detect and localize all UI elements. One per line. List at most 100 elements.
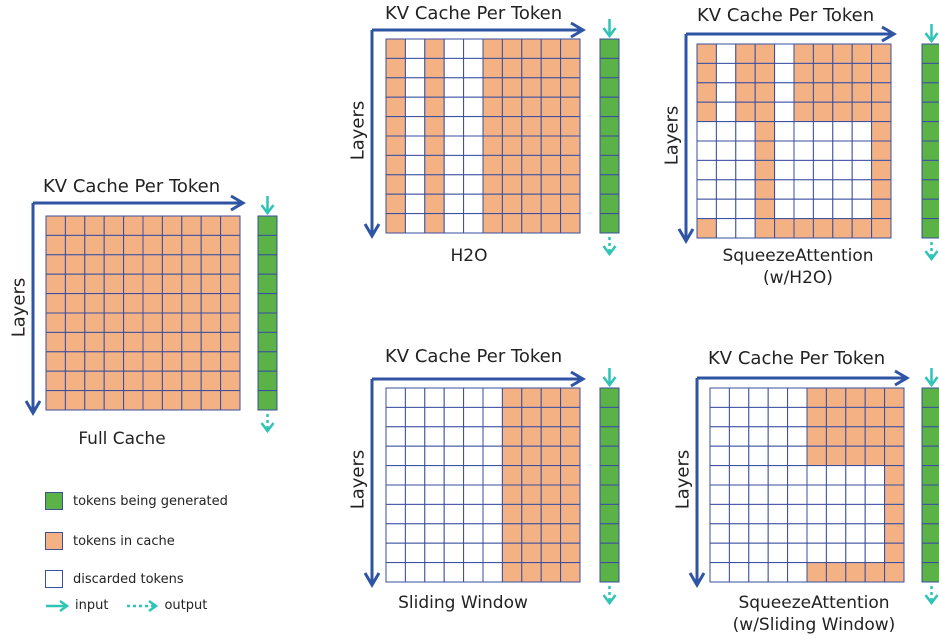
cache-cell-discarded (404, 542, 426, 564)
cache-cell-kept (521, 154, 542, 176)
cache-cell-kept (521, 77, 542, 98)
cache-cell-kept (851, 43, 873, 64)
cache-cell-kept (832, 43, 853, 64)
cache-cell-kept (521, 38, 542, 59)
panel-caption: SqueezeAttention (w/Sliding Window) (694, 592, 934, 636)
cache-cell-discarded (748, 406, 769, 428)
token-axis-arrowhead (881, 25, 897, 43)
cache-cell-discarded (443, 154, 465, 176)
cache-cell-discarded (825, 542, 847, 564)
cache-cell-discarded (385, 503, 406, 525)
cache-cell-discarded (767, 523, 789, 544)
generated-token-cell (921, 218, 939, 239)
cache-cell-kept (220, 370, 241, 392)
cache-cell-discarded (748, 542, 769, 564)
generated-token-cell (599, 465, 620, 486)
cache-cell-discarded (715, 218, 737, 239)
panel-caption-line: Sliding Window (398, 593, 528, 613)
generated-token-cell (921, 503, 939, 525)
token-axis-arrowhead (570, 370, 586, 388)
cache-cell-kept (540, 523, 562, 544)
token-axis-title: KV Cache Per Token (708, 348, 886, 369)
cache-cell-kept (482, 213, 503, 234)
cache-cell-discarded (482, 387, 503, 408)
cache-cell-kept (884, 503, 905, 525)
cache-cell-discarded (715, 121, 737, 142)
cache-cell-kept (560, 465, 581, 486)
generated-token-cell (921, 465, 939, 486)
orange-square-icon (45, 532, 63, 550)
cache-cell-kept (851, 101, 873, 123)
cache-cell-discarded (443, 135, 465, 156)
cache-cell-discarded (463, 406, 484, 428)
cache-cell-kept (540, 213, 562, 234)
generated-token-cell (257, 370, 278, 392)
generated-token-cell (599, 426, 620, 447)
generated-token-cell (257, 331, 278, 353)
cache-cell-kept (84, 215, 105, 236)
layer-axis-arrowhead (688, 572, 706, 588)
cache-cell-discarded (709, 426, 730, 447)
generated-token-cell (257, 312, 278, 333)
generated-token-cell (921, 387, 939, 408)
legend-generated-label: tokens being generated (73, 493, 228, 509)
token-axis-arrowhead (230, 194, 246, 212)
cache-cell-discarded (735, 140, 756, 161)
cache-cell-kept (560, 523, 581, 544)
cache-cell-discarded (709, 445, 730, 467)
cache-cell-kept (142, 273, 163, 295)
cache-cell-kept (560, 445, 581, 467)
cache-cell-kept (754, 179, 776, 200)
cache-cell-discarded (404, 523, 426, 544)
cache-cell-kept (103, 273, 125, 295)
cache-cell-discarded (845, 503, 866, 525)
cache-cell-discarded (767, 562, 789, 583)
cache-cell-discarded (404, 465, 426, 486)
generated-token-cell (599, 387, 620, 408)
cache-cell-discarded (787, 465, 808, 486)
cache-cell-discarded (787, 503, 808, 525)
cache-cell-kept (482, 135, 503, 156)
cache-cell-discarded (845, 542, 866, 564)
legend-discarded: discarded tokens (45, 570, 184, 588)
generated-token-cell (921, 426, 939, 447)
cache-cell-kept (560, 174, 581, 195)
cache-cell-discarded (404, 77, 426, 98)
cache-cell-kept (884, 387, 905, 408)
cache-cell-kept (521, 174, 542, 195)
cache-cell-discarded (696, 159, 717, 181)
cache-cell-discarded (404, 193, 426, 215)
cache-cell-kept (754, 140, 776, 161)
cache-cell-kept (735, 43, 756, 64)
cache-cell-discarded (404, 154, 426, 176)
cache-cell-discarded (832, 179, 853, 200)
cache-cell-kept (220, 215, 241, 236)
cache-cell-kept (142, 370, 163, 392)
cache-cell-kept (521, 465, 542, 486)
cache-cell-kept (200, 351, 222, 372)
cache-cell-discarded (793, 179, 814, 200)
cache-cell-discarded (825, 465, 847, 486)
cache-cell-kept (560, 406, 581, 428)
legend-generated: tokens being generated (45, 492, 228, 510)
cache-cell-kept (123, 312, 144, 333)
cache-cell-kept (884, 426, 905, 447)
generated-token-cell (921, 140, 939, 161)
cache-cell-discarded (443, 523, 465, 544)
cache-cell-kept (540, 174, 562, 195)
generated-token-cell (599, 174, 620, 195)
cache-cell-discarded (463, 96, 484, 118)
cache-cell-kept (754, 218, 776, 239)
cache-cell-discarded (463, 193, 484, 215)
cache-cell-kept (482, 174, 503, 195)
cache-cell-discarded (728, 503, 750, 525)
cache-cell-kept (45, 312, 66, 333)
cache-cell-kept (161, 351, 183, 372)
cache-cell-discarded (424, 503, 445, 525)
cache-cell-kept (84, 331, 105, 353)
cache-cell-discarded (482, 523, 503, 544)
generated-token-cell (599, 135, 620, 156)
cache-cell-kept (501, 503, 523, 525)
cache-cell-kept (220, 331, 241, 353)
cache-cell-kept (424, 154, 445, 176)
